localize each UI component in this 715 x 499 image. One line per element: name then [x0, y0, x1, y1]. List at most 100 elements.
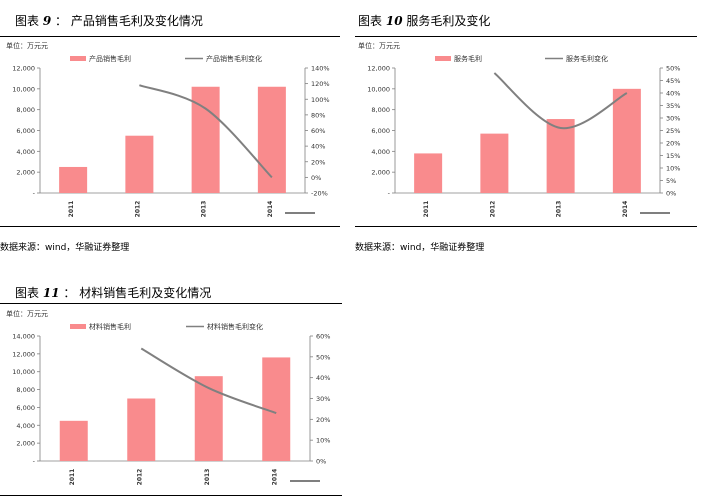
y-tick-label-left: 4,000	[371, 148, 390, 156]
y-tick-label-left: 12,000	[12, 65, 35, 73]
y-tick-label-right: 50%	[316, 353, 330, 361]
x-tick-label: 2011	[68, 201, 75, 218]
legend-line-label: 材料销售毛利变化	[207, 322, 263, 331]
bottom-rule	[0, 226, 340, 227]
bar	[127, 398, 156, 461]
bar	[480, 133, 509, 193]
legend-bar-label: 服务毛利	[454, 54, 482, 63]
fig-number: 11	[42, 286, 60, 300]
y-tick-label-left: 12,000	[367, 65, 390, 73]
y-tick-label-left: 8,000	[371, 106, 390, 114]
figure-title: 图表 10 服务毛利及变化	[358, 12, 490, 29]
y-tick-label-right: 60%	[311, 127, 325, 135]
chart-1: 服务毛利 服务毛利变化 - 2,000 4,000 6,000 8,000 10,000 12,…	[367, 54, 680, 218]
y-tick-label-left: -	[33, 190, 36, 198]
bar	[612, 88, 641, 193]
change-line	[140, 347, 277, 415]
y-tick-label-right: 35%	[666, 102, 680, 110]
unit-label: 单位：万元元	[6, 310, 48, 318]
bar	[546, 119, 575, 193]
y-tick-label-left: 6,000	[16, 127, 35, 135]
y-tick-label-left: 8,000	[16, 106, 35, 114]
bar	[125, 135, 154, 193]
bottom-rule	[355, 226, 697, 227]
y-tick-label-left: 10,000	[12, 85, 35, 93]
x-tick-label: 2013	[204, 469, 211, 486]
figure-title: 图表 11 ： 材料销售毛利及变化情况	[15, 284, 211, 301]
y-tick-label-right: 120%	[311, 80, 330, 88]
y-tick-label-right: 50%	[666, 65, 680, 73]
fig-number: 10	[385, 14, 403, 28]
source-note: 数据来源：wind，华融证券整理	[0, 243, 130, 253]
unit-label: 单位：万元元	[6, 42, 48, 50]
y-tick-label-right: 0%	[316, 458, 326, 466]
y-tick-label-right: 10%	[666, 165, 680, 173]
chart-title: 服务毛利及变化	[406, 14, 491, 28]
fig-sep: ：	[55, 14, 68, 28]
y-tick-label-right: 40%	[316, 374, 330, 382]
x-tick-label: 2012	[489, 201, 496, 218]
y-tick-label-right: 30%	[666, 115, 680, 123]
legend-line-label: 服务毛利变化	[566, 54, 608, 63]
y-tick-label-right: 10%	[316, 437, 330, 445]
y-tick-label-right: 15%	[666, 152, 680, 160]
bar	[414, 153, 443, 193]
y-tick-label-right: 40%	[311, 143, 325, 151]
x-tick-label: 2014	[267, 201, 274, 218]
y-tick-label-right: 100%	[311, 96, 330, 104]
x-tick-label: 2011	[69, 469, 76, 486]
chart-0: 产品销售毛利 产品销售毛利变化 - 2,000 4,000 6,000 8,000 10,00…	[12, 54, 330, 218]
y-tick-label-right: 20%	[311, 158, 325, 166]
y-tick-label-left: 2,000	[16, 440, 35, 448]
y-tick-label-right: 0%	[666, 190, 676, 198]
legend-bar-label: 材料销售毛利	[89, 322, 131, 331]
legend-bar-swatch	[435, 56, 451, 61]
y-tick-label-right: 25%	[666, 127, 680, 135]
bar	[59, 166, 88, 193]
y-tick-label-right: 45%	[666, 77, 680, 85]
figure-title: 图表 9 ： 产品销售毛利及变化情况	[15, 12, 203, 29]
y-tick-label-right: -20%	[311, 190, 328, 198]
legend-bar-swatch	[70, 56, 86, 61]
y-tick-label-right: 80%	[311, 111, 325, 119]
fig-prefix: 图表	[15, 286, 40, 300]
bar	[191, 86, 220, 193]
y-tick-label-left: 6,000	[371, 127, 390, 135]
x-tick-label: 2012	[134, 201, 141, 218]
y-tick-label-left: -	[388, 190, 391, 198]
y-tick-label-right: 60%	[316, 333, 330, 341]
chart-title: 产品销售毛利及变化情况	[70, 14, 203, 28]
bottom-rule	[0, 495, 342, 496]
y-tick-label-left: 14,000	[12, 333, 35, 341]
y-tick-label-right: 30%	[316, 395, 330, 403]
y-tick-label-left: 4,000	[16, 422, 35, 430]
x-tick-label: 2013	[556, 201, 563, 218]
legend-line-label: 产品销售毛利变化	[206, 54, 262, 63]
y-tick-label-right: 40%	[666, 90, 680, 98]
fig-prefix: 图表	[15, 14, 40, 28]
y-tick-label-right: 20%	[666, 140, 680, 148]
chart-title: 材料销售毛利及变化情况	[79, 286, 212, 300]
bar	[59, 420, 88, 461]
change-line	[139, 84, 273, 179]
x-tick-label: 2012	[136, 469, 143, 486]
y-tick-label-left: 10,000	[367, 85, 390, 93]
bar	[257, 86, 286, 193]
y-tick-label-left: 8,000	[16, 386, 35, 394]
top-rule	[0, 303, 342, 304]
x-tick-label: 2013	[201, 201, 208, 218]
fig-number: 9	[42, 14, 52, 28]
chart-2: 材料销售毛利 材料销售毛利变化 - 2,000 4,000 6,000 8,000 10,00…	[12, 322, 330, 486]
y-tick-label-left: 12,000	[12, 350, 35, 358]
y-tick-label-right: 0%	[311, 174, 321, 182]
bar	[194, 376, 223, 461]
top-rule	[355, 36, 697, 37]
legend-bar-label: 产品销售毛利	[89, 54, 131, 63]
x-tick-label: 2014	[271, 469, 278, 486]
y-tick-label-right: 140%	[311, 65, 330, 73]
change-line	[493, 72, 628, 130]
top-rule	[0, 36, 340, 37]
y-tick-label-right: 20%	[316, 416, 330, 424]
y-tick-label-left: 10,000	[12, 368, 35, 376]
x-tick-label: 2011	[423, 201, 430, 218]
